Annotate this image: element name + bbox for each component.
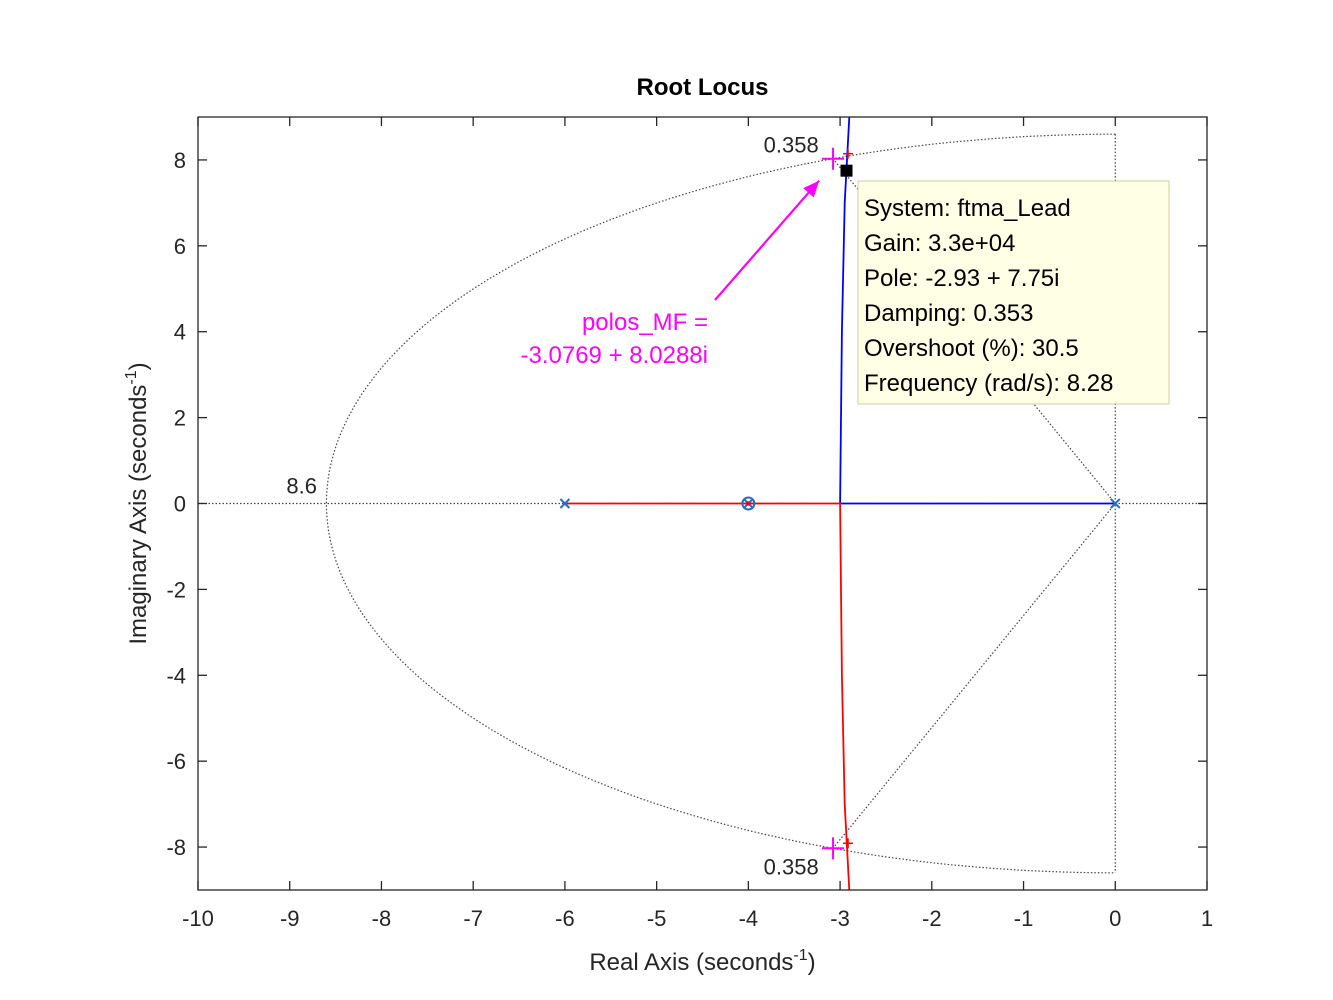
annotation-arrow-head: [803, 180, 820, 198]
pole-zero-markers: [559, 496, 1121, 511]
x-axis-title: Real Axis (seconds-1): [589, 947, 815, 976]
datatip-line: Gain: 3.3e+04: [864, 230, 1015, 257]
y-tick-label: -2: [166, 577, 186, 602]
y-tick-label: 4: [174, 320, 186, 345]
datatip-line: System: ftma_Lead: [864, 195, 1071, 222]
annotation-text-line: -3.0769 + 8.0288i: [521, 342, 709, 369]
annotation-arrow-line: [714, 179, 820, 301]
annotation-layer: 8.6 0.358 0.358 polos_MF = -3.0769 + 8.0288i: [286, 133, 854, 879]
x-tick-label: 1: [1201, 906, 1213, 931]
x-tick-label: 0: [1109, 906, 1121, 931]
datatip-line: Frequency (rad/s): 8.28: [864, 370, 1113, 397]
x-tick-label: -5: [647, 906, 667, 931]
x-tick-label: -2: [922, 906, 942, 931]
y-tick-label: -6: [166, 749, 186, 774]
x-tick-label: -6: [555, 906, 575, 931]
zero-marker-center: [746, 501, 751, 506]
grid-wn-arc: [325, 133, 1116, 874]
y-tick-label: -8: [166, 835, 186, 860]
zero-marker: [741, 496, 756, 511]
datatip-line: Overshoot (%): 30.5: [864, 335, 1079, 362]
datatip-line: Damping: 0.353: [864, 300, 1033, 327]
x-tick-label: -8: [372, 906, 392, 931]
y-axis-title: Imaginary Axis (seconds-1): [123, 362, 152, 644]
grid-label: 8.6: [286, 474, 317, 499]
y-tick-label: 8: [174, 148, 186, 173]
x-tick-label: -9: [280, 906, 300, 931]
datatip[interactable]: System: ftma_Lead Gain: 3.3e+04 Pole: -2.9…: [840, 164, 1170, 405]
annotation-text-line: polos_MF =: [582, 309, 708, 336]
pole-stroke: [559, 498, 571, 509]
pole-marker: [559, 498, 571, 509]
design-point-marker: [822, 147, 854, 170]
y-tick-label: -4: [166, 663, 186, 688]
design-point-marker: [822, 837, 854, 860]
grid-label: 0.358: [764, 854, 819, 879]
chart-title: Root Locus: [637, 74, 769, 101]
pole-marker: [1110, 498, 1121, 509]
x-tick-label: -3: [830, 906, 850, 931]
y-tick-label: 0: [174, 492, 186, 517]
x-tick-label: -10: [182, 906, 214, 931]
datatip-box: [857, 180, 1170, 405]
datatip-marker: [840, 164, 853, 177]
x-tick-label: -1: [1014, 906, 1034, 931]
x-tick-label: -7: [463, 906, 483, 931]
x-tick-label: -4: [739, 906, 759, 931]
grid-label: 0.358: [764, 133, 819, 158]
grid-zeta-ray-lower: [832, 503, 1116, 849]
y-tick-label: 2: [174, 406, 186, 431]
datatip-line: Pole: -2.93 + 7.75i: [864, 265, 1059, 292]
pole-stroke: [1110, 498, 1121, 509]
y-tick-label: 6: [174, 234, 186, 259]
